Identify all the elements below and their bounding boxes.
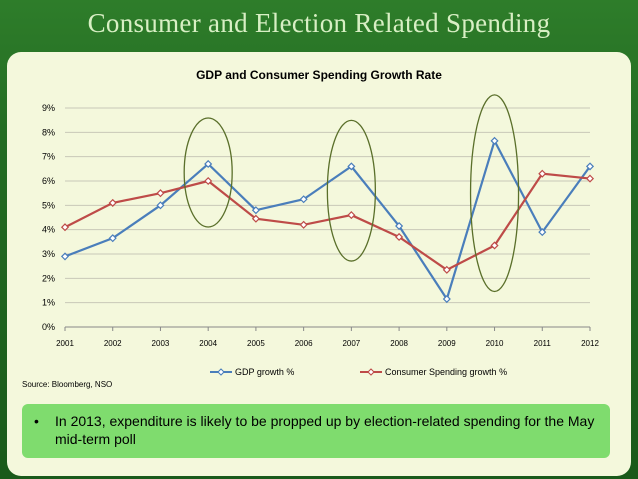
x-tick-label: 2001 [56,339,74,348]
x-tick-label: 2005 [247,339,265,348]
x-tick-label: 2011 [534,339,552,348]
gdp-series-point [156,201,165,210]
gdp-series-point [538,228,547,237]
legend-label: GDP growth % [235,367,294,377]
consumer-series-point [204,176,213,186]
consumer-series-point [442,265,451,274]
y-tick-label: 7% [42,152,55,162]
gdp-series-point [60,252,70,261]
gdp-series-point [490,136,499,145]
y-tick-label: 4% [42,225,55,235]
legend-swatch-marker [367,368,375,376]
y-tick-label: 1% [42,298,55,308]
gdp-series-point [251,206,260,215]
x-tick-label: 2010 [486,339,504,348]
x-tick-label: 2009 [438,339,456,348]
consumer-series-point [490,241,499,250]
gdp-series-point [395,221,404,231]
gdp-series-point [442,294,451,304]
gdp-series-point [108,234,117,243]
bullet-box: • In 2013, expenditure is likely to be p… [22,404,610,458]
slide-title: Consumer and Election Related Spending [87,8,551,38]
x-tick-label: 2012 [581,339,599,348]
chart-title: GDP and Consumer Spending Growth Rate [196,68,442,82]
bullet-icon: • [34,413,39,429]
y-tick-label: 3% [42,249,55,259]
consumer-series-point [395,232,404,242]
legend-swatch-marker [217,368,225,376]
y-tick-label: 6% [42,176,55,186]
consumer-series-point [299,220,308,229]
y-tick-label: 0% [42,322,55,332]
consumer-series-point [156,189,165,198]
annotation-ellipse [326,119,377,262]
x-tick-label: 2004 [199,339,217,348]
consumer-series-point [108,198,117,207]
y-tick-label: 5% [42,200,55,210]
consumer-series-point [60,223,70,232]
x-tick-label: 2006 [295,339,313,348]
consumer-series-point [251,214,260,223]
annotation-ellipse [183,117,233,228]
y-tick-label: 9% [42,103,55,113]
consumer-series-point [585,174,595,183]
gdp-series-point [204,159,213,169]
x-tick-label: 2002 [104,339,122,348]
consumer-series-line [64,172,591,272]
gdp-series-point [347,162,356,171]
consumer-series-point [538,169,547,178]
legend-label: Consumer Spending growth % [385,367,507,377]
y-tick-label: 8% [42,127,55,137]
x-tick-label: 2008 [390,339,408,348]
annotation-ellipse [469,94,520,293]
y-tick-label: 2% [42,273,55,283]
x-tick-label: 2003 [152,339,170,348]
gdp-series-point [585,162,595,171]
source-note: Source: Bloomberg, NSO [22,380,113,389]
consumer-series-point [347,211,356,220]
x-tick-label: 2007 [342,339,360,348]
gdp-series-point [299,195,308,204]
bullet-text: In 2013, expenditure is likely to be pro… [55,413,595,447]
